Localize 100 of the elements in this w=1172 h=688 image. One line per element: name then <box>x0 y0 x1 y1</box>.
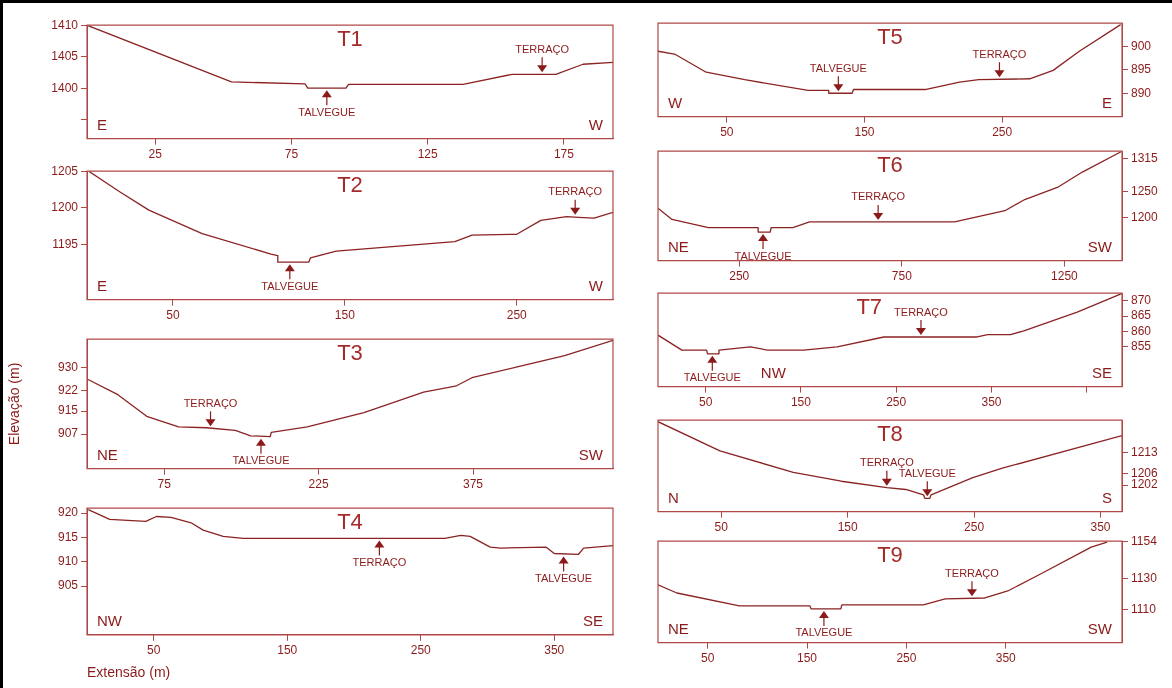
annotation: SE <box>582 612 603 630</box>
annotation: W <box>668 94 683 112</box>
x-tick-label: 250 <box>506 308 528 323</box>
x-tick-label: 150 <box>854 125 875 140</box>
x-tick-label: 225 <box>308 477 329 492</box>
y-tick-label: 1315 <box>1131 151 1159 166</box>
x-tick-label: 250 <box>992 125 1013 140</box>
annotation: SE <box>1091 364 1112 382</box>
x-tick-label: 125 <box>417 147 439 162</box>
x-tick-label: 350 <box>544 643 565 658</box>
x-tick-label: 750 <box>891 269 913 284</box>
y-tick-label: 1205 <box>51 163 79 178</box>
x-tick-label: 150 <box>837 520 858 535</box>
x-tick-label: 75 <box>157 477 172 492</box>
y-tick-label: 1195 <box>52 236 79 251</box>
annotation: E <box>1101 94 1112 112</box>
annotation: TALVEGUE <box>795 626 853 639</box>
y-tick-label: 895 <box>1131 62 1152 77</box>
annotation: W <box>588 277 604 295</box>
x-tick-label: 50 <box>701 651 715 666</box>
x-tick-label: 50 <box>147 643 161 658</box>
annotation: TERRAÇO <box>851 190 906 203</box>
annotation: SW <box>1087 238 1113 256</box>
annotation: S <box>1101 489 1112 507</box>
x-tick-label: 150 <box>790 395 812 410</box>
y-tick-label: 1110 <box>1131 602 1157 617</box>
x-tick-label: 150 <box>277 643 298 658</box>
annotation: NE <box>668 620 689 638</box>
annotation: SW <box>1087 620 1113 638</box>
y-tick-label: 910 <box>57 554 79 569</box>
y-tick-label: 855 <box>1131 339 1152 354</box>
x-tick-label: 175 <box>553 147 575 162</box>
chart-title: T5 <box>877 24 903 50</box>
x-tick-label: 50 <box>166 308 180 323</box>
annotation: NE <box>97 446 118 464</box>
x-tick-label: 250 <box>964 520 985 535</box>
y-tick-label: 907 <box>57 426 79 441</box>
annotation: W <box>588 116 604 134</box>
x-tick-label: 50 <box>698 395 713 410</box>
y-tick-label: 1405 <box>51 49 79 64</box>
y-tick-label: 1410 <box>51 17 79 32</box>
y-tick-label: 1130 <box>1131 570 1158 585</box>
y-tick-label: 1206 <box>1131 465 1159 480</box>
chart-title: T7 <box>856 294 883 320</box>
chart-title: T8 <box>877 421 903 447</box>
x-tick-label: 1250 <box>1051 269 1079 284</box>
y-tick-label: 1202 <box>1131 477 1159 492</box>
x-tick-label: 250 <box>410 643 432 658</box>
annotation: TERRAÇO <box>859 456 915 469</box>
chart-title: T4 <box>337 509 363 535</box>
annotation: NW <box>97 612 123 630</box>
annotation: TALVEGUE <box>232 454 290 467</box>
annotation: TALVEGUE <box>261 279 319 292</box>
y-tick-label: 860 <box>1131 323 1152 338</box>
x-tick-label: 25 <box>148 147 163 162</box>
annotation: TALVEGUE <box>683 371 741 384</box>
y-tick-label: 1400 <box>51 80 79 95</box>
chart-title: T9 <box>877 542 903 568</box>
annotation: E <box>97 277 108 295</box>
annotation: NE <box>668 238 689 256</box>
x-tick-label: 150 <box>334 308 356 323</box>
annotation: SW <box>578 446 604 464</box>
x-tick-label: 50 <box>714 520 729 535</box>
x-tick-label: 350 <box>1090 520 1111 535</box>
annotation: TERRAÇO <box>183 396 238 409</box>
chart-title: T6 <box>877 152 903 178</box>
y-tick-label: 900 <box>1131 38 1152 53</box>
chart-title: T3 <box>337 340 363 366</box>
y-tick-label: 920 <box>57 505 79 520</box>
y-tick-label: 890 <box>1131 85 1152 100</box>
x-tick-label: 250 <box>896 651 917 666</box>
x-axis-title: Extensão (m) <box>87 664 171 681</box>
annotation: TERRAÇO <box>352 555 407 568</box>
y-tick-label: 1250 <box>1131 184 1159 199</box>
annotation: E <box>97 116 108 134</box>
y-tick-label: 1200 <box>51 200 79 215</box>
y-axis-title: Elevação (m) <box>6 362 23 446</box>
annotation: NW <box>760 364 787 382</box>
annotation: TERRAÇO <box>972 47 1027 60</box>
x-tick-label: 50 <box>720 125 734 140</box>
x-tick-label: 150 <box>797 651 818 666</box>
y-tick-label: 905 <box>57 578 79 593</box>
y-tick-label: 1200 <box>1131 209 1159 224</box>
chart-title: T1 <box>337 26 363 52</box>
y-tick-label: 1213 <box>1131 444 1159 459</box>
x-tick-label: 250 <box>886 395 907 410</box>
annotation: TERRAÇO <box>548 185 603 198</box>
x-tick-label: 350 <box>981 395 1002 410</box>
x-tick-label: 350 <box>995 651 1017 666</box>
chart-title: T2 <box>337 172 363 198</box>
y-tick-label: 930 <box>57 360 79 375</box>
annotation: TALVEGUE <box>809 61 867 74</box>
annotation: TERRAÇO <box>515 42 570 55</box>
annotation: TALVEGUE <box>535 571 593 584</box>
annotation: TALVEGUE <box>298 105 356 118</box>
x-tick-label: 75 <box>284 147 299 162</box>
annotation: TERRAÇO <box>894 305 949 318</box>
y-tick-label: 870 <box>1131 293 1152 308</box>
x-tick-label: 375 <box>462 477 484 492</box>
annotation: N <box>668 489 679 507</box>
